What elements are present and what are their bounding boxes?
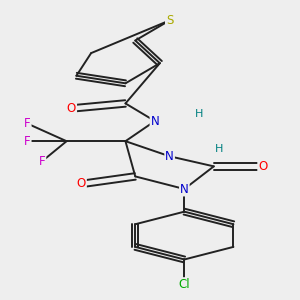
Text: F: F [24,117,31,130]
Text: H: H [214,144,223,154]
Text: N: N [151,115,159,128]
Text: H: H [195,109,203,118]
Text: F: F [39,155,45,168]
Text: O: O [258,160,268,173]
Text: O: O [67,102,76,115]
Text: O: O [77,178,86,190]
Text: N: N [180,182,189,196]
Text: N: N [165,150,174,163]
Text: F: F [24,135,31,148]
Text: Cl: Cl [178,278,190,291]
Text: S: S [166,14,173,27]
